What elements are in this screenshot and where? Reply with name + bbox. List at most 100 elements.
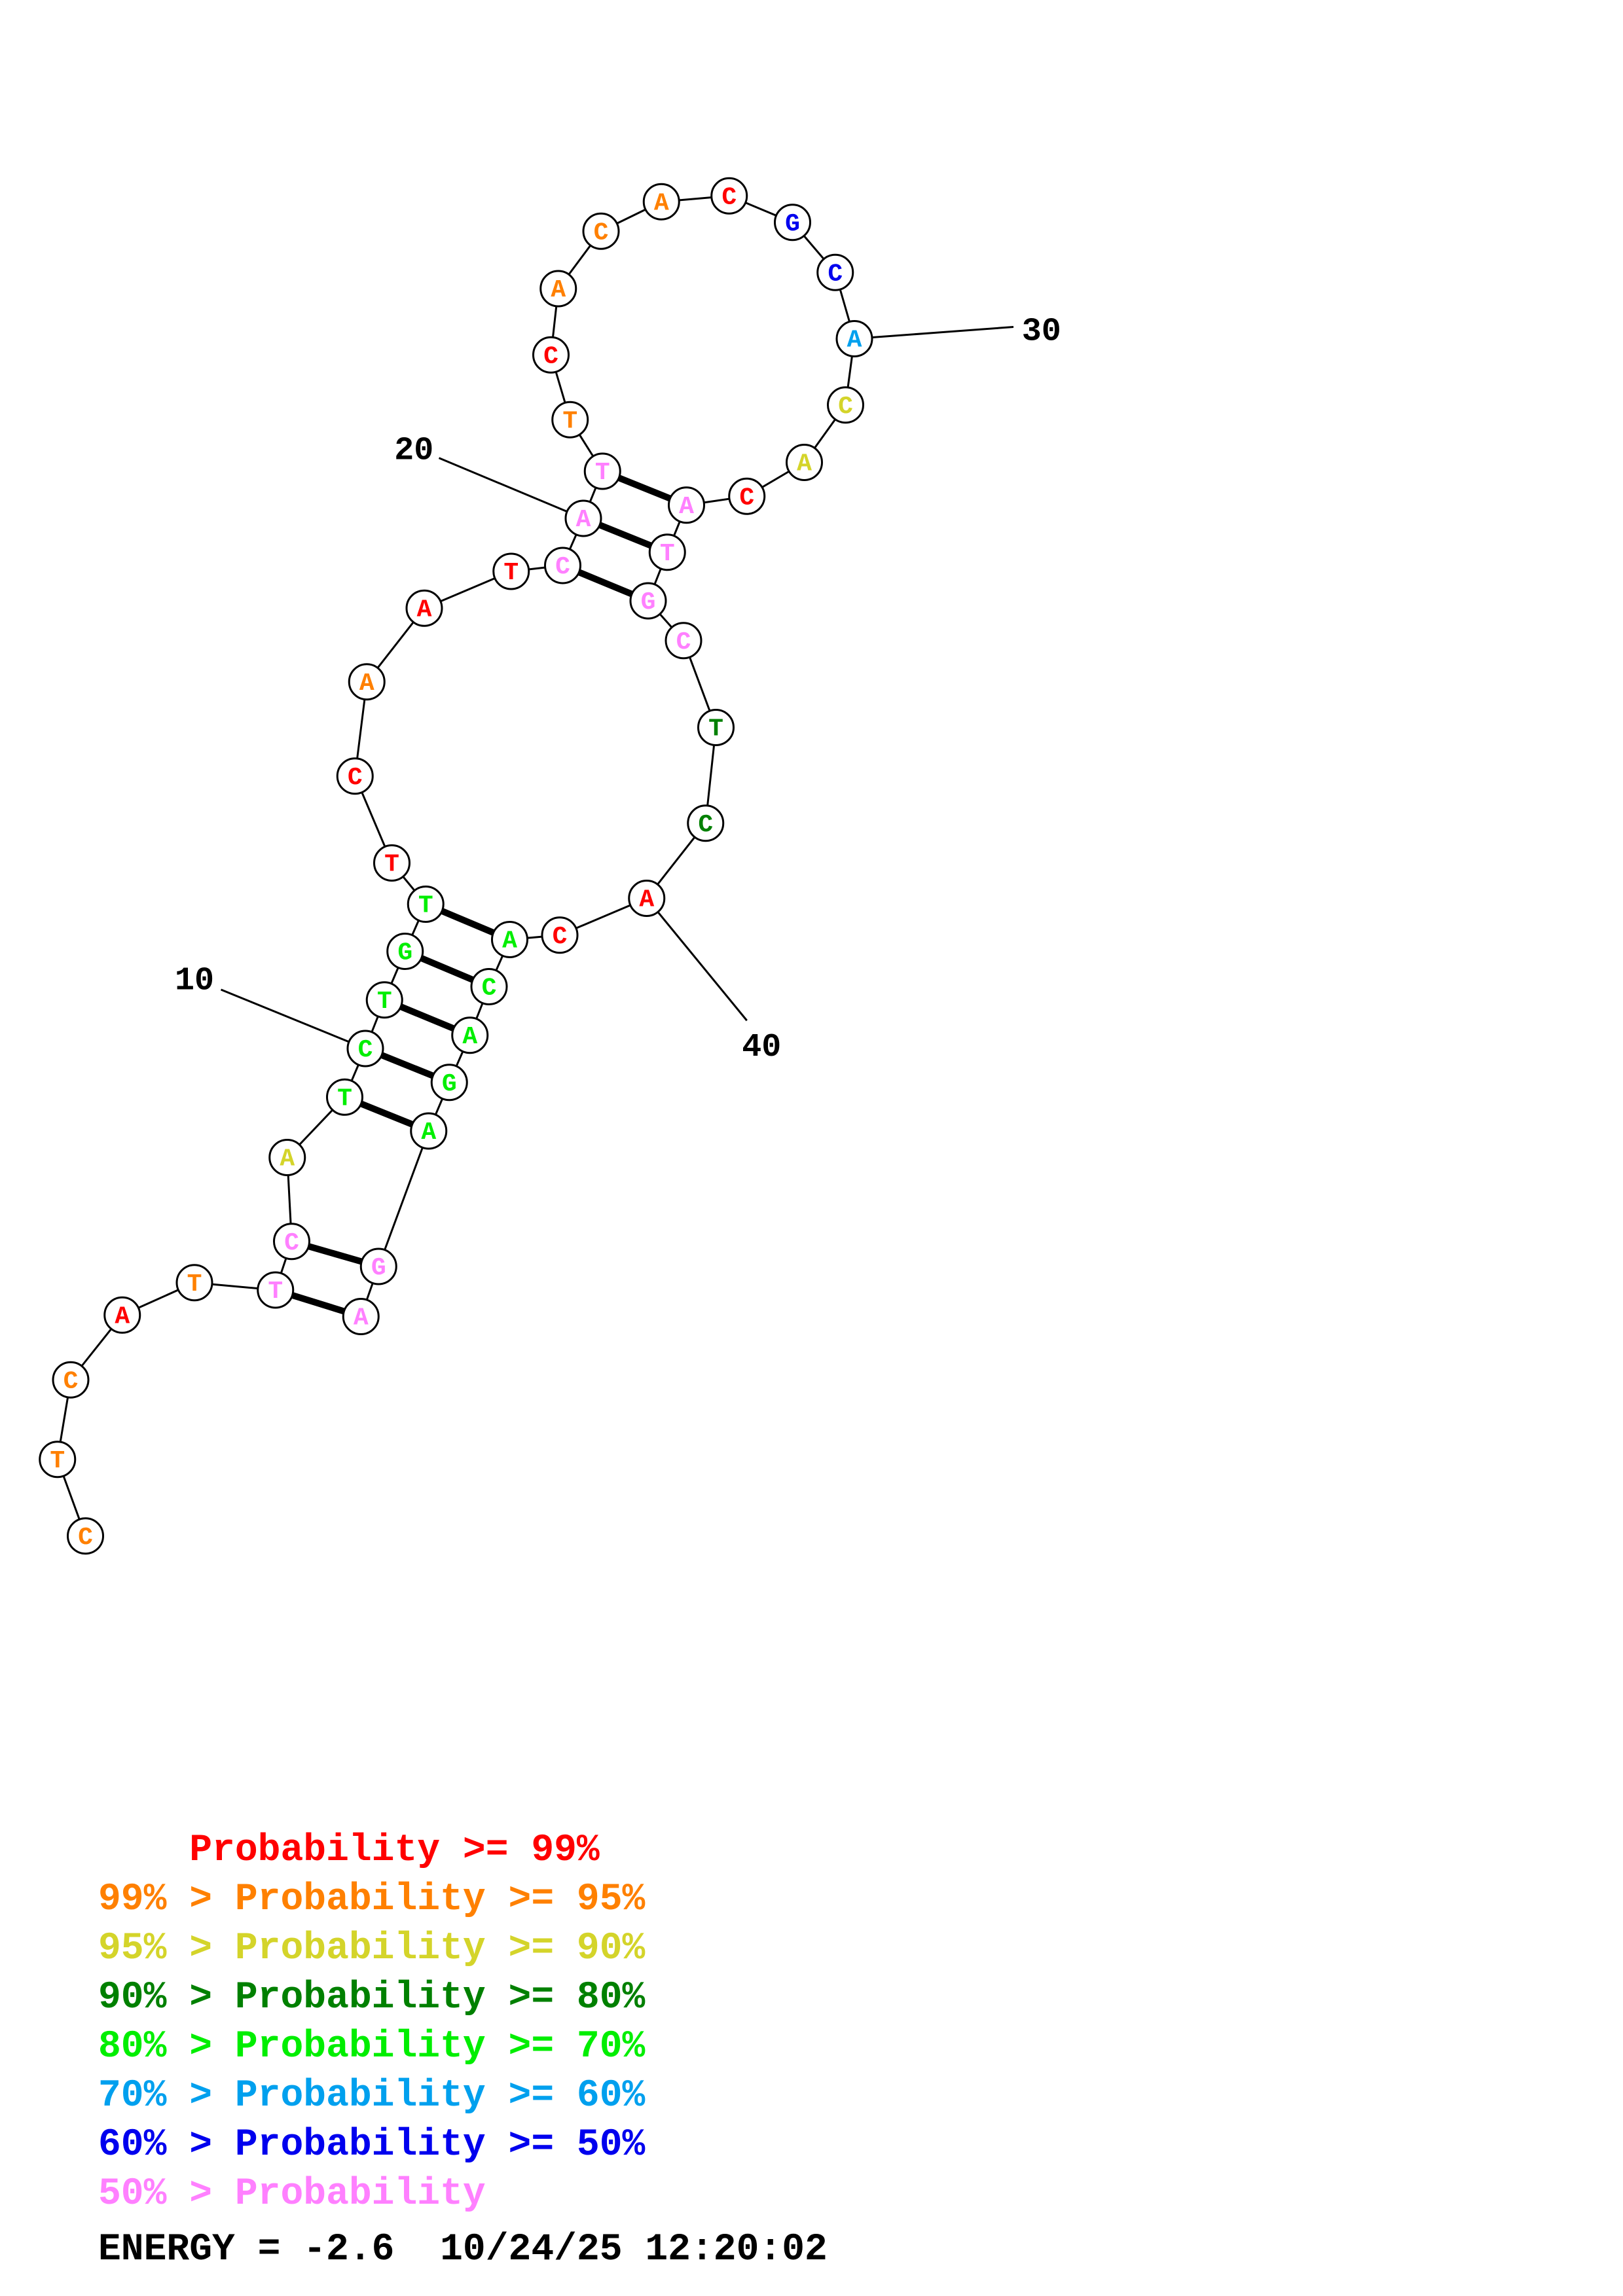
nucleotide-letter: C: [284, 1229, 299, 1257]
nucleotide-letter: T: [377, 988, 392, 1016]
nucleotide-7: C: [273, 1223, 310, 1261]
timestamp: 10/24/25 12:20:02: [440, 2229, 828, 2271]
nucleotide-circle: [348, 663, 386, 701]
nucleotide-letter: T: [562, 407, 577, 435]
nucleotide-circle: [386, 933, 424, 970]
legend-prefix: 50% >: [98, 2173, 235, 2215]
legend-row: 90% > Probability >= 80%: [98, 1973, 645, 2022]
nucleotide-letter: C: [348, 764, 363, 792]
nucleotide-letter: A: [576, 506, 591, 534]
legend-row: 80% > Probability >= 70%: [98, 2022, 645, 2072]
nucleotide-letter: T: [418, 892, 433, 920]
nucleotide-letter: T: [384, 851, 399, 879]
backbone-lines: [56, 194, 856, 1537]
nucleotide-28: G: [774, 204, 811, 242]
nucleotide-letter: C: [553, 923, 568, 951]
nucleotide-letter: C: [594, 219, 609, 247]
nucleotide-letter: C: [676, 628, 691, 656]
nucleotide-circle: [539, 270, 577, 308]
nucleotide-12: G: [386, 933, 424, 970]
nucleotide-35: T: [648, 533, 686, 571]
nucleotide-letter: G: [371, 1254, 386, 1282]
nucleotide-circle: [451, 1016, 489, 1054]
nucleotide-33: C: [728, 477, 766, 515]
position-label-40: 40: [742, 1029, 781, 1066]
position-label-20: 20: [394, 433, 433, 470]
nucleotide-22: T: [551, 401, 589, 439]
nucleotide-circle: [52, 1361, 90, 1399]
nucleotide-11: T: [365, 981, 403, 1019]
nucleotide-15: C: [336, 757, 374, 795]
nucleotide-26: A: [642, 183, 680, 221]
legend-text: Probability >= 95%: [234, 1878, 646, 1921]
backbone-segment: [377, 1130, 430, 1267]
nucleotide-circle: [710, 177, 748, 215]
nucleotide-letter: T: [337, 1085, 352, 1113]
nucleotide-circle: [786, 444, 823, 481]
nucleotide-letter: C: [555, 553, 570, 581]
nucleotide-circle: [407, 886, 445, 923]
nucleotide-45: G: [430, 1064, 468, 1102]
nucleotide-letter: A: [354, 1304, 369, 1333]
nucleotide-circle: [175, 1264, 213, 1302]
legend-prefix: 80% >: [98, 2026, 235, 2068]
nucleotide-31: C: [827, 386, 864, 424]
nucleotide-letter: A: [551, 276, 566, 304]
nucleotide-43: C: [470, 968, 508, 1005]
nucleotide-circle: [268, 1139, 306, 1176]
legend-prefix: [98, 1829, 189, 1872]
nucleotide-letter: G: [442, 1070, 457, 1098]
nucleotide-circle: [257, 1271, 295, 1309]
nucleotide-circle: [816, 253, 854, 291]
nucleotide-8: A: [268, 1139, 306, 1176]
nucleotide-letter: A: [654, 189, 669, 217]
nucleotide-circle: [541, 916, 579, 954]
nucleotide-21: T: [583, 452, 621, 490]
nucleotide-41: C: [541, 916, 579, 954]
nucleotide-44: A: [451, 1016, 489, 1054]
nucleotide-letter: T: [50, 1447, 65, 1475]
nucleotide-letter: T: [660, 540, 675, 568]
nucleotide-circle: [39, 1441, 77, 1479]
nucleotide-letter: C: [358, 1036, 373, 1064]
energy-value: ENERGY = -2.6: [98, 2229, 395, 2271]
legend-text: Probability >= 90%: [234, 1928, 646, 1970]
base-pair-lines: [274, 468, 688, 1320]
nucleotide-5: T: [175, 1264, 213, 1302]
nucleotide-letter: G: [397, 939, 412, 967]
nucleotide-36: G: [629, 582, 667, 620]
nucleotide-25: C: [582, 212, 620, 250]
nucleotide-letter: A: [502, 927, 517, 956]
nucleotide-letter: G: [641, 588, 656, 617]
nucleotide-17: A: [405, 589, 443, 627]
position-leader-40: [646, 897, 748, 1022]
nucleotide-letter: T: [187, 1270, 202, 1299]
nucleotide-letter: C: [543, 342, 558, 370]
nucleotide-circle: [470, 968, 508, 1005]
nucleotide-circle: [410, 1112, 448, 1150]
nucleotide-circle: [583, 452, 621, 490]
nucleotide-circle: [326, 1078, 363, 1116]
nucleotide-circle: [564, 499, 602, 537]
nucleotide-letter: A: [679, 493, 694, 521]
nucleotide-20: A: [564, 499, 602, 537]
nucleotide-3: C: [52, 1361, 90, 1399]
nucleotide-circle: [697, 709, 735, 746]
position-labels: 10 20 30 40: [175, 313, 1061, 1066]
nucleotide-34: A: [668, 486, 705, 524]
nucleotide-32: A: [786, 444, 823, 481]
nucleotide-letter: A: [639, 886, 654, 914]
nucleotide-circle: [774, 204, 811, 242]
nucleotide-letter: A: [359, 670, 374, 698]
nucleotide-circle: [827, 386, 864, 424]
nucleotide-14: T: [373, 844, 410, 882]
probability-legend: Probability >= 99% 99% > Probability >= 9…: [98, 1826, 645, 2219]
nucleotide-circle: [365, 981, 403, 1019]
nucleotide-circle: [728, 477, 766, 515]
nucleotide-circle: [273, 1223, 310, 1261]
nucleotide-30: A: [835, 320, 873, 357]
nucleotide-letter: A: [462, 1023, 477, 1051]
nucleotide-letter: T: [503, 559, 519, 587]
